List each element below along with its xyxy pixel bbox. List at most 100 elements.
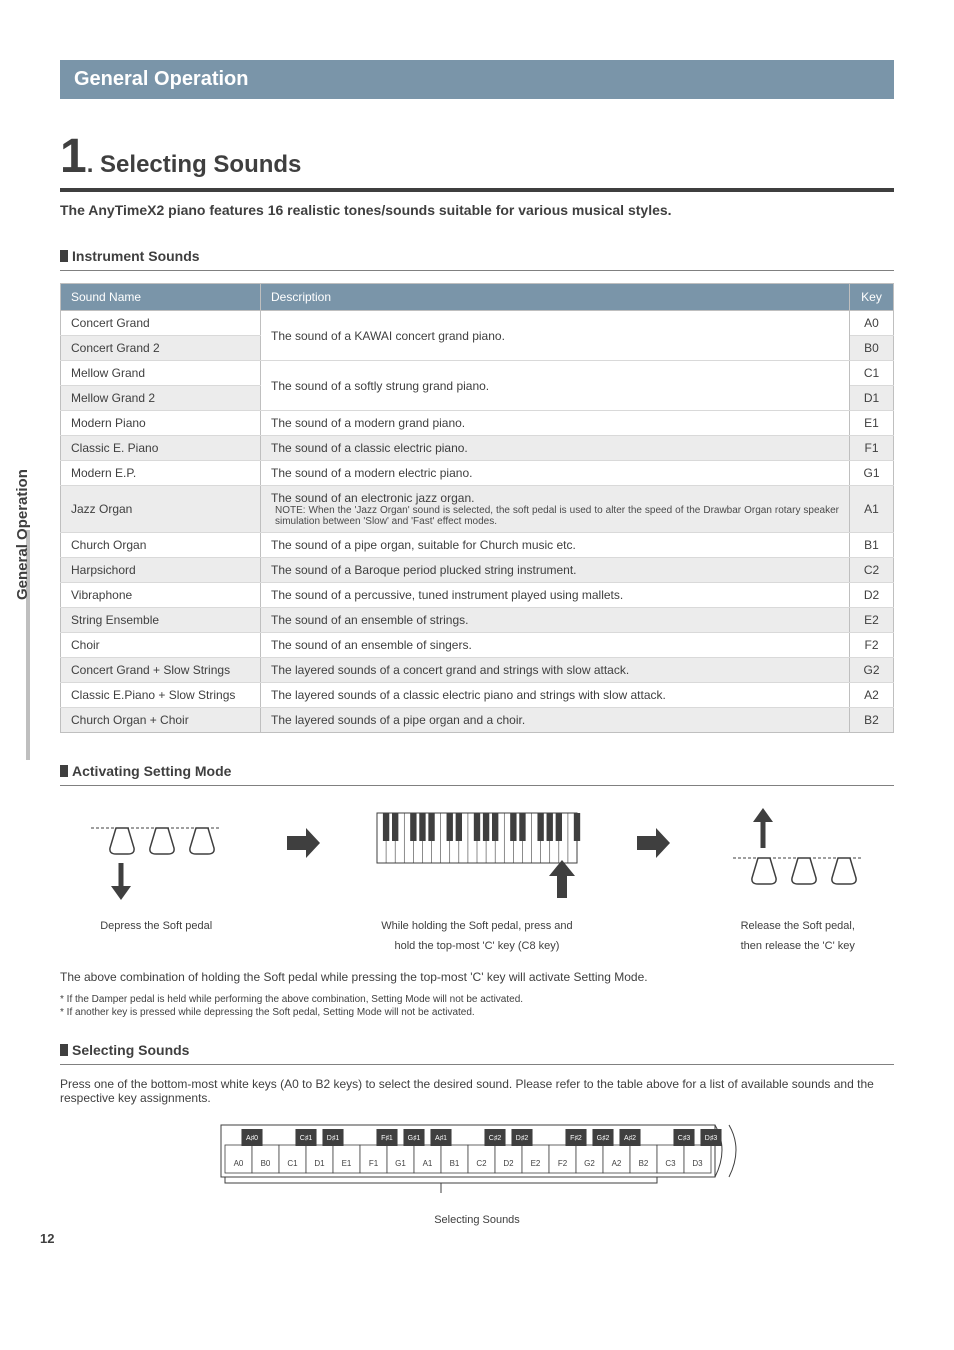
- description-cell: The sound of a KAWAI concert grand piano…: [261, 311, 850, 361]
- key-cell: B1: [850, 533, 894, 558]
- key-cell: D2: [850, 583, 894, 608]
- bullet-icon: [60, 1044, 68, 1056]
- svg-text:B2: B2: [639, 1159, 649, 1168]
- table-row: Jazz OrganThe sound of an electronic jaz…: [61, 486, 894, 533]
- table-row: Mellow GrandThe sound of a softly strung…: [61, 361, 894, 386]
- sound-name-cell: Harpsichord: [61, 558, 261, 583]
- table-row: VibraphoneThe sound of a percussive, tun…: [61, 583, 894, 608]
- table-row: Modern PianoThe sound of a modern grand …: [61, 411, 894, 436]
- sound-name-cell: String Ensemble: [61, 608, 261, 633]
- keyboard-diagram: A0B0C1D1E1F1G1A1B1C2D2E2F2G2A2B2C3D3A♯0C…: [60, 1115, 894, 1226]
- table-row: Concert Grand + Slow StringsThe layered …: [61, 658, 894, 683]
- table-row: HarpsichordThe sound of a Baroque period…: [61, 558, 894, 583]
- key-cell: C1: [850, 361, 894, 386]
- svg-text:F1: F1: [369, 1159, 379, 1168]
- key-cell: E1: [850, 411, 894, 436]
- svg-text:D♯3: D♯3: [705, 1135, 718, 1142]
- svg-text:G♯1: G♯1: [408, 1135, 421, 1142]
- caption-3a: Release the Soft pedal,: [723, 919, 873, 933]
- page-title: 1. Selecting Sounds: [60, 129, 894, 192]
- section-bar: General Operation: [60, 60, 894, 99]
- subheading-label: Activating Setting Mode: [72, 763, 231, 779]
- svg-text:A♯1: A♯1: [435, 1135, 447, 1142]
- keyboard-caption: Selecting Sounds: [60, 1214, 894, 1226]
- note-2: * If another key is pressed while depres…: [60, 1007, 894, 1018]
- description-cell: The sound of an ensemble of singers.: [261, 633, 850, 658]
- bullet-icon: [60, 765, 68, 777]
- sound-name-cell: Concert Grand 2: [61, 336, 261, 361]
- arrow-right-icon: [282, 798, 322, 908]
- sound-name-cell: Choir: [61, 633, 261, 658]
- key-cell: B2: [850, 708, 894, 733]
- table-row: Classic E.Piano + Slow StringsThe layere…: [61, 683, 894, 708]
- svg-text:D1: D1: [314, 1159, 325, 1168]
- subheading-selecting: Selecting Sounds: [60, 1042, 894, 1065]
- key-cell: F2: [850, 633, 894, 658]
- subheading-instrument-sounds: Instrument Sounds: [60, 248, 894, 271]
- table-row: Modern E.P.The sound of a modern electri…: [61, 461, 894, 486]
- subheading-activating: Activating Setting Mode: [60, 763, 894, 786]
- svg-text:C♯2: C♯2: [489, 1135, 502, 1142]
- key-cell: C2: [850, 558, 894, 583]
- svg-text:C2: C2: [476, 1159, 487, 1168]
- description-cell: The sound of a softly strung grand piano…: [261, 361, 850, 411]
- key-cell: A2: [850, 683, 894, 708]
- table-row: Church Organ + ChoirThe layered sounds o…: [61, 708, 894, 733]
- svg-text:A2: A2: [612, 1159, 622, 1168]
- sound-name-cell: Modern E.P.: [61, 461, 261, 486]
- key-cell: B0: [850, 336, 894, 361]
- table-row: String EnsembleThe sound of an ensemble …: [61, 608, 894, 633]
- arrow-right-icon: [632, 798, 672, 908]
- heading-title: . Selecting Sounds: [87, 151, 302, 178]
- description-cell: The sound of a modern electric piano.: [261, 461, 850, 486]
- svg-text:C♯3: C♯3: [678, 1135, 691, 1142]
- description-cell: The layered sounds of a pipe organ and a…: [261, 708, 850, 733]
- svg-text:B0: B0: [261, 1159, 271, 1168]
- svg-text:A0: A0: [234, 1159, 244, 1168]
- sound-name-cell: Church Organ + Choir: [61, 708, 261, 733]
- table-row: Classic E. PianoThe sound of a classic e…: [61, 436, 894, 461]
- svg-text:D♯1: D♯1: [327, 1135, 340, 1142]
- sound-name-cell: Jazz Organ: [61, 486, 261, 533]
- sound-name-cell: Concert Grand: [61, 311, 261, 336]
- selecting-body: Press one of the bottom-most white keys …: [60, 1077, 894, 1105]
- sound-name-cell: Modern Piano: [61, 411, 261, 436]
- caption-1: Depress the Soft pedal: [81, 919, 231, 933]
- svg-text:C1: C1: [287, 1159, 298, 1168]
- key-cell: A0: [850, 311, 894, 336]
- key-cell: G1: [850, 461, 894, 486]
- setting-mode-diagram: Depress the Soft pedal While holding the…: [60, 798, 894, 954]
- svg-text:G1: G1: [395, 1159, 406, 1168]
- svg-text:E2: E2: [531, 1159, 541, 1168]
- description-cell: The sound of a pipe organ, suitable for …: [261, 533, 850, 558]
- svg-text:F♯2: F♯2: [570, 1135, 582, 1142]
- th-key: Key: [850, 284, 894, 311]
- description-cell: The sound of a classic electric piano.: [261, 436, 850, 461]
- note-1: * If the Damper pedal is held while perf…: [60, 994, 894, 1005]
- sound-name-cell: Concert Grand + Slow Strings: [61, 658, 261, 683]
- table-row: Concert GrandThe sound of a KAWAI concer…: [61, 311, 894, 336]
- subheading-label: Selecting Sounds: [72, 1042, 189, 1058]
- diagram-step-3: Release the Soft pedal, then release the…: [723, 798, 873, 954]
- sound-name-cell: Classic E. Piano: [61, 436, 261, 461]
- sound-name-cell: Classic E.Piano + Slow Strings: [61, 683, 261, 708]
- svg-text:A♯2: A♯2: [624, 1135, 636, 1142]
- subheading-label: Instrument Sounds: [72, 248, 200, 264]
- svg-text:A1: A1: [423, 1159, 433, 1168]
- sound-name-cell: Mellow Grand: [61, 361, 261, 386]
- setting-mode-body: The above combination of holding the Sof…: [60, 970, 894, 984]
- description-cell: The sound of a Baroque period plucked st…: [261, 558, 850, 583]
- description-cell: The sound of a modern grand piano.: [261, 411, 850, 436]
- svg-text:G2: G2: [584, 1159, 595, 1168]
- key-cell: A1: [850, 486, 894, 533]
- table-row: Church OrganThe sound of a pipe organ, s…: [61, 533, 894, 558]
- caption-2a: While holding the Soft pedal, press and: [372, 919, 582, 933]
- sound-name-cell: Church Organ: [61, 533, 261, 558]
- svg-text:D3: D3: [692, 1159, 703, 1168]
- bullet-icon: [60, 250, 68, 262]
- sound-name-cell: Mellow Grand 2: [61, 386, 261, 411]
- svg-text:G♯2: G♯2: [597, 1135, 610, 1142]
- pedals-release-icon: [723, 798, 873, 908]
- side-tab: General Operation: [14, 469, 31, 600]
- svg-text:C3: C3: [665, 1159, 676, 1168]
